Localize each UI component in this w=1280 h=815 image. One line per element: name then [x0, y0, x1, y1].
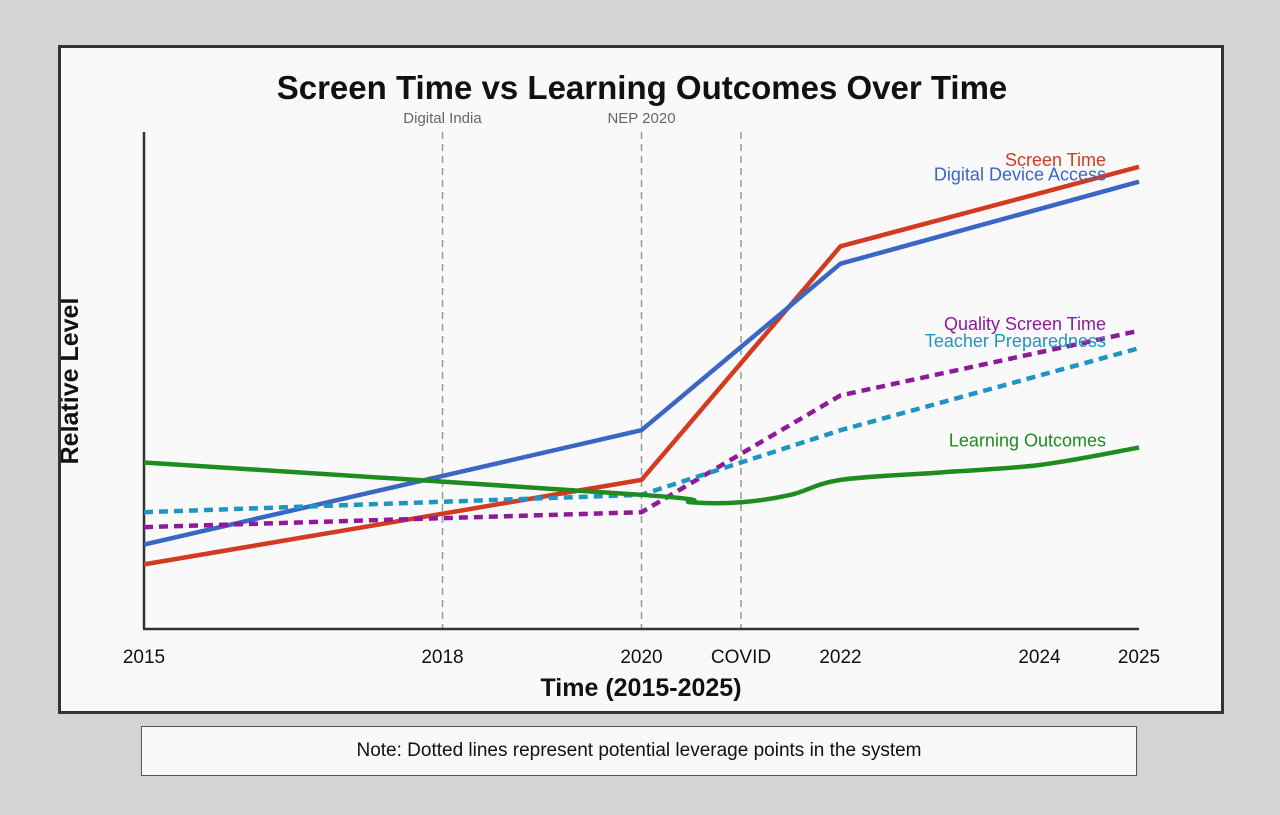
- x-axis-title: Time (2015-2025): [540, 674, 741, 702]
- note-text: Note: Dotted lines represent potential l…: [356, 740, 922, 761]
- x-tick-2022: 2022: [819, 647, 861, 668]
- series-line-digital-device-access: [143, 179, 1140, 547]
- x-tick-2024: 2024: [1018, 647, 1061, 668]
- x-tick-2020: 2020: [620, 647, 662, 668]
- event-label-digital-india: Digital India: [403, 110, 482, 127]
- series-label-digital-device-access: Digital Device Access: [934, 165, 1106, 185]
- y-axis-title: Relative Level: [61, 298, 84, 465]
- chart-title: Screen Time vs Learning Outcomes Over Ti…: [277, 69, 1008, 106]
- x-tick-covid: COVID: [711, 647, 771, 668]
- line-chart: Screen Time vs Learning Outcomes Over Ti…: [61, 69, 1160, 702]
- x-tick-2015: 2015: [123, 647, 165, 668]
- series-label-learning-outcomes: Learning Outcomes: [949, 431, 1106, 451]
- series-line-quality-screen-time: [143, 328, 1140, 530]
- series-line-learning-outcomes: [143, 445, 1140, 506]
- event-label-nep-2020: NEP 2020: [607, 110, 675, 127]
- series-label-teacher-preparedness: Teacher Preparedness: [925, 331, 1106, 351]
- series-line-teacher-preparedness: [143, 346, 1140, 515]
- x-tick-2018: 2018: [421, 647, 463, 668]
- series-label-screen-time: Screen Time: [1005, 150, 1106, 170]
- note-box: Note: Dotted lines represent potential l…: [141, 726, 1137, 776]
- series-label-quality-screen-time: Quality Screen Time: [944, 314, 1106, 334]
- x-tick-2025: 2025: [1118, 647, 1160, 668]
- series-line-screen-time: [143, 164, 1140, 567]
- chart-frame: Screen Time vs Learning Outcomes Over Ti…: [58, 45, 1224, 714]
